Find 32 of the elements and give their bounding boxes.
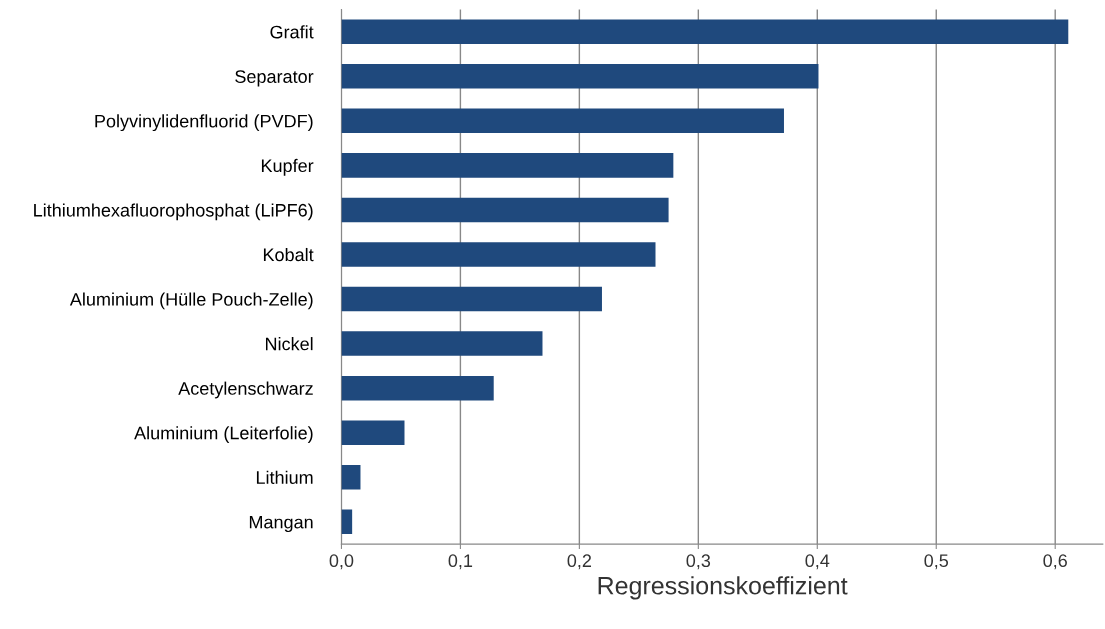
bar bbox=[341, 197, 669, 223]
bar bbox=[341, 19, 1069, 44]
y-tick-label: Kobalt bbox=[263, 247, 314, 262]
y-tick-label: Kupfer bbox=[261, 158, 314, 176]
bar bbox=[341, 420, 405, 445]
x-tick-label: 0,6 bbox=[1043, 554, 1067, 570]
bar bbox=[341, 286, 602, 312]
y-tick-label: Lithiumhexafluorophosphat (LiPF6) bbox=[34, 203, 313, 221]
y-tick-label: Aluminium (Leiterfolie) bbox=[134, 426, 313, 443]
y-tick-label: Grafit bbox=[270, 25, 314, 39]
bar bbox=[341, 509, 353, 535]
y-tick-label: Separator bbox=[235, 70, 314, 87]
x-tick-label: 0,4 bbox=[805, 554, 830, 570]
x-tick-label: 0,0 bbox=[329, 554, 354, 570]
x-axis-title: Regressionskoeffizient bbox=[598, 576, 848, 600]
x-tick-label: 0,2 bbox=[567, 554, 592, 570]
bar bbox=[341, 64, 819, 89]
bar bbox=[341, 331, 543, 356]
y-tick-label: Aluminium (Hülle Pouch-Zelle) bbox=[69, 292, 313, 310]
x-tick-label: 0,5 bbox=[924, 554, 949, 570]
bar bbox=[341, 242, 656, 267]
y-tick-label: Polyvinylidenfluorid (PVDF) bbox=[95, 114, 313, 132]
bar bbox=[341, 375, 494, 401]
y-tick-label: Nickel bbox=[265, 337, 313, 351]
y-tick-label: Acetylenschwarz bbox=[178, 381, 313, 399]
x-tick-label: 0,1 bbox=[448, 554, 473, 570]
bar bbox=[341, 465, 361, 490]
bar bbox=[341, 153, 674, 178]
y-tick-label: Mangan bbox=[249, 515, 313, 533]
x-tick-label: 0,3 bbox=[686, 554, 711, 570]
bar bbox=[341, 108, 784, 134]
y-tick-label: Lithium bbox=[256, 470, 313, 484]
